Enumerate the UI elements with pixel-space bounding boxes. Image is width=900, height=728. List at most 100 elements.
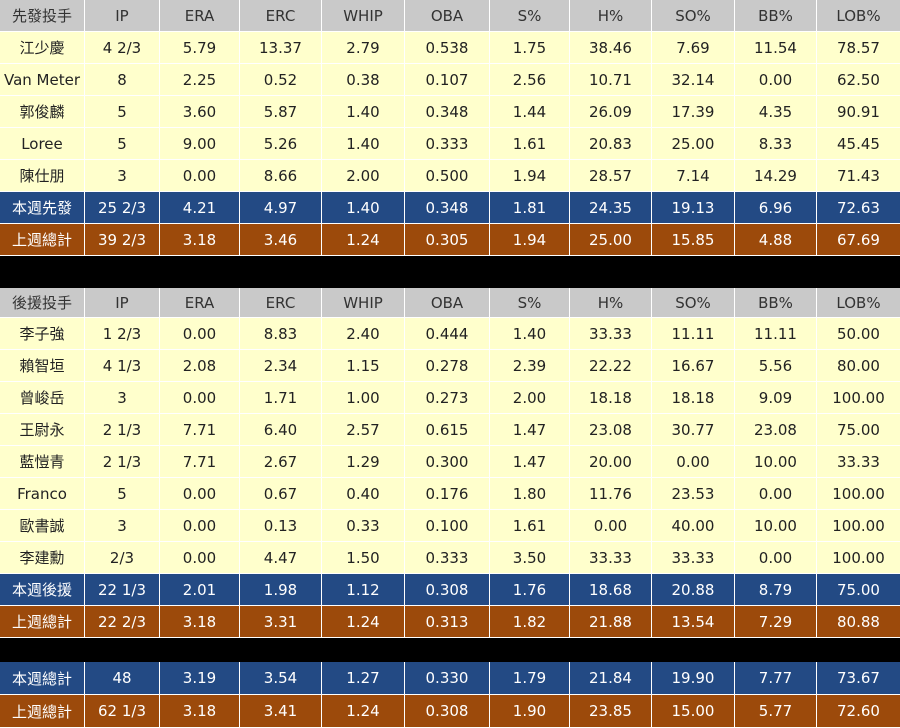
cell: 0.00 [160,318,240,350]
cell: 18.18 [652,382,735,414]
cell: 0.00 [160,510,240,542]
cell: 50.00 [817,318,900,350]
cell: 100.00 [817,382,900,414]
cell: 5.26 [240,128,322,160]
cell: 2.00 [322,160,405,192]
cell: 4.35 [735,96,817,128]
cell: 0.107 [405,64,490,96]
cell: 10.00 [735,510,817,542]
cell: 1.24 [322,695,405,728]
player-row: Loree 5 9.00 5.26 1.40 0.333 1.61 20.83 25.00 8.3… [0,128,900,160]
cell: 2.01 [160,574,240,606]
cell: 5 [85,96,160,128]
cell: 33.33 [570,318,652,350]
cell: 5.87 [240,96,322,128]
cell: 33.33 [817,446,900,478]
cell: 0.00 [160,160,240,192]
cell: 0.67 [240,478,322,510]
cell: 2.79 [322,32,405,64]
cell: 20.83 [570,128,652,160]
cell: SO% [652,288,735,318]
cell: 75.00 [817,414,900,446]
cell: 1.44 [490,96,570,128]
cell: 100.00 [817,542,900,574]
cell: 17.39 [652,96,735,128]
cell: 1.82 [490,606,570,638]
cell: 3.54 [240,662,322,695]
cell: 1.79 [490,662,570,695]
cell: 2.40 [322,318,405,350]
cell: 11.54 [735,32,817,64]
cell: 73.67 [817,662,900,695]
cell: 2.39 [490,350,570,382]
cell: OBA [405,0,490,32]
player-row: 江少慶 4 2/3 5.79 13.37 2.79 0.538 1.75 38.46 7.69 1… [0,32,900,64]
cell: 0.00 [735,64,817,96]
cell: 8.83 [240,318,322,350]
cell: 7.69 [652,32,735,64]
cell: 0.00 [160,542,240,574]
section: 本週總計 48 3.19 3.54 1.27 0.330 1.79 21.84 19.90 7.7… [0,662,900,728]
cell: 22 2/3 [85,606,160,638]
cell: BB% [735,288,817,318]
player-row: 王尉永 2 1/3 7.71 6.40 2.57 0.615 1.47 23.08 30.77 2… [0,414,900,446]
cell: 本週後援 [0,574,85,606]
cell: 1.76 [490,574,570,606]
cell: 30.77 [652,414,735,446]
header-row: 先發投手 IP ERA ERC WHIP OBA S% H% SO% BB% LOB% [0,0,900,32]
cell: 0.313 [405,606,490,638]
cell: 4 1/3 [85,350,160,382]
cell: 22 1/3 [85,574,160,606]
cell: 1.40 [322,192,405,224]
cell: 71.43 [817,160,900,192]
cell: 3.19 [160,662,240,695]
cell: 0.538 [405,32,490,64]
cell: 80.88 [817,606,900,638]
cell: 4.21 [160,192,240,224]
cell: 1.94 [490,160,570,192]
cell: 0.176 [405,478,490,510]
cell: 13.54 [652,606,735,638]
cell: 18.68 [570,574,652,606]
header-row: 後援投手 IP ERA ERC WHIP OBA S% H% SO% BB% LOB% [0,288,900,318]
cell: 0.500 [405,160,490,192]
cell: 0.444 [405,318,490,350]
cell: 23.85 [570,695,652,728]
cell: 3 [85,160,160,192]
cell: 62 1/3 [85,695,160,728]
cell: 9.09 [735,382,817,414]
cell: 1.80 [490,478,570,510]
cell: 5 [85,128,160,160]
cell: 1.29 [322,446,405,478]
cell: IP [85,0,160,32]
cell: 0.308 [405,695,490,728]
cell: 2.67 [240,446,322,478]
cell: 0.615 [405,414,490,446]
cell: 25.00 [570,224,652,256]
cell: S% [490,0,570,32]
cell: BB% [735,0,817,32]
cell: 1.81 [490,192,570,224]
cell: 8 [85,64,160,96]
total-row: 上週總計 39 2/3 3.18 3.46 1.24 0.305 1.94 25.00 15.8… [0,224,900,256]
cell: 33.33 [652,542,735,574]
cell: 75.00 [817,574,900,606]
cell: 1.98 [240,574,322,606]
cell: 賴智垣 [0,350,85,382]
cell: 1.24 [322,224,405,256]
cell: 90.91 [817,96,900,128]
cell: 2.25 [160,64,240,96]
cell: 0.300 [405,446,490,478]
cell: 33.33 [570,542,652,574]
cell: 1.40 [322,128,405,160]
cell: 0.308 [405,574,490,606]
cell: ERC [240,0,322,32]
total-row: 本週總計 48 3.19 3.54 1.27 0.330 1.79 21.84 19.90 7.7… [0,662,900,695]
cell: 江少慶 [0,32,85,64]
cell: 0.348 [405,192,490,224]
cell: 0.305 [405,224,490,256]
cell: 1.90 [490,695,570,728]
cell: 2.00 [490,382,570,414]
cell: 2.08 [160,350,240,382]
cell: 23.53 [652,478,735,510]
